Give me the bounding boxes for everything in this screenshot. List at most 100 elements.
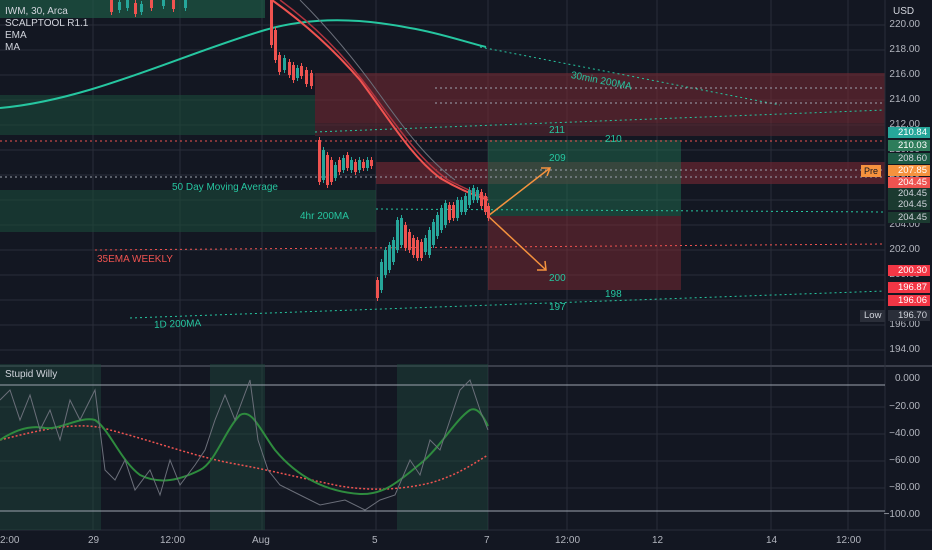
candle-body (162, 0, 165, 6)
candle-body (412, 238, 415, 255)
candle-body (346, 155, 349, 168)
osc-tick: 0.000 (894, 373, 920, 384)
candle-body (140, 4, 143, 12)
candle-body (292, 65, 295, 80)
candle-body (388, 245, 391, 270)
oscillator-title[interactable]: Stupid Willy (5, 369, 58, 380)
candle-body (487, 206, 490, 218)
time-tick: 14 (766, 535, 778, 546)
supply-zone-upper (315, 73, 885, 123)
supply-zone-lower (315, 123, 885, 136)
candle-body (468, 190, 471, 205)
candle-body (476, 190, 479, 200)
candle-body (460, 200, 463, 212)
price-tick: 216.00 (889, 69, 920, 80)
candle-body (334, 165, 337, 178)
candle-body (456, 200, 459, 218)
currency-label[interactable]: USD (893, 6, 915, 17)
candle-body (358, 160, 361, 170)
candle-body (283, 58, 286, 70)
price-tick: 196.00 (889, 319, 920, 330)
annotation-50-day-ma: 50 Day Moving Average (172, 182, 278, 193)
candle-body (126, 0, 129, 8)
candle-body (452, 205, 455, 218)
candle-body (310, 73, 313, 86)
ema-ribbon (271, 0, 489, 201)
candle-body (300, 66, 303, 76)
candle-body (326, 155, 329, 185)
level-210: 210 (605, 134, 622, 145)
time-tick: 29 (88, 535, 100, 546)
candle-body (296, 68, 299, 78)
long-target-box (488, 140, 681, 216)
candle-body (270, 0, 273, 45)
price-tag: 196.70 (888, 310, 930, 321)
time-tick: 2:00 (0, 535, 20, 546)
candle-body (472, 188, 475, 200)
level-200: 200 (549, 273, 566, 284)
candle-body (134, 3, 137, 14)
level-197: 197 (549, 302, 566, 313)
price-tick: 214.00 (889, 94, 920, 105)
indicator-ema[interactable]: EMA (5, 30, 27, 41)
candle-body (464, 196, 467, 212)
price-tag: 196.06 (888, 295, 930, 306)
price-tag: 196.87 (888, 282, 930, 293)
price-tick: 212.00 (889, 119, 920, 130)
candle-body (380, 262, 383, 290)
price-tick: 218.00 (889, 44, 920, 55)
time-tick: 12:00 (555, 535, 581, 546)
price-tag: 204.45 (888, 199, 930, 210)
candle-body (274, 30, 277, 60)
candle-body (318, 140, 321, 182)
candle-body (484, 196, 487, 212)
time-tick: 7 (484, 535, 490, 546)
candle-body (354, 162, 357, 172)
price-tag: 210.03 (888, 140, 930, 151)
price-tag: 204.45 (888, 188, 930, 199)
ma200-line (0, 19, 487, 109)
annotation-1d-200ma: 1D 200MA (153, 318, 202, 331)
price-tick: 202.00 (889, 244, 920, 255)
price-tag: 200.30 (888, 265, 930, 276)
short-target-box (488, 216, 681, 290)
candle-body (444, 203, 447, 225)
candle-body (305, 70, 308, 84)
price-tag: 204.45 (888, 177, 930, 188)
price-tick: 204.00 (889, 219, 920, 230)
level-198: 198 (605, 289, 622, 300)
indicator-ma[interactable]: MA (5, 42, 20, 53)
annotation-35ema-weekly: 35EMA WEEKLY (97, 254, 173, 265)
osc-tick: −80.00 (889, 482, 920, 493)
osc-slow-line (0, 425, 489, 490)
candle-body (110, 0, 113, 12)
symbol-title[interactable]: IWM, 30, Arca (5, 6, 68, 17)
time-tick: Aug (252, 535, 270, 546)
osc-tick: −60.00 (889, 455, 920, 466)
candle-body (376, 280, 379, 298)
price-tag: 204.45 (888, 212, 930, 223)
candle-body (172, 0, 175, 9)
candle-body (384, 250, 387, 275)
candle-body (150, 0, 153, 8)
candle-body (408, 232, 411, 250)
candle-body (432, 222, 435, 245)
candle-body (362, 162, 365, 168)
candle-body (366, 160, 369, 168)
candle-body (118, 2, 121, 10)
candle-body (424, 238, 427, 252)
candle-body (278, 55, 281, 72)
low-badge: Low (860, 310, 886, 322)
candle-body (338, 160, 341, 172)
candle-body (400, 218, 403, 245)
osc-tick: −100.00 (883, 509, 920, 520)
indicator-scalptool[interactable]: SCALPTOOL R1.1 (5, 18, 89, 29)
candle-body (330, 160, 333, 182)
level-211: 211 (549, 125, 565, 136)
candle-body (404, 225, 407, 248)
osc-fast-line (0, 408, 489, 496)
candle-body (288, 62, 291, 75)
osc-zone-1 (0, 364, 101, 530)
candle-body (416, 240, 419, 258)
